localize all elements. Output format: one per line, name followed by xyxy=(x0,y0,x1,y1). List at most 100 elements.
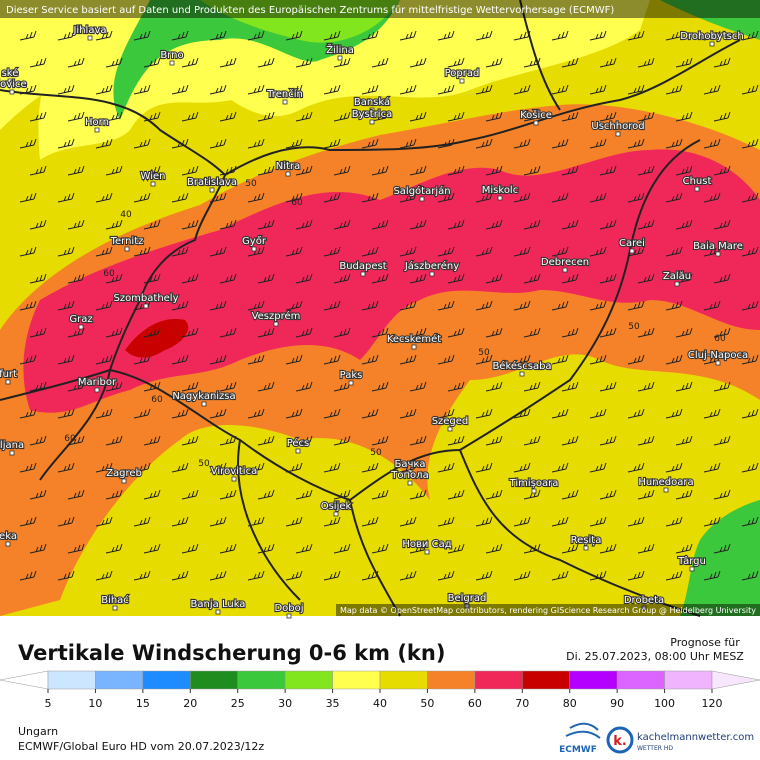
wind-barb xyxy=(485,111,503,122)
wind-barb xyxy=(143,219,161,230)
wind-barb xyxy=(713,219,731,230)
wind-barb xyxy=(551,84,569,95)
city-label: Drohobytsch xyxy=(680,31,743,42)
region: Ungarn xyxy=(18,725,58,738)
city-marker xyxy=(497,195,503,201)
wind-barb xyxy=(209,462,227,473)
wind-barb xyxy=(599,57,617,68)
wind-barb xyxy=(143,435,161,446)
city-marker xyxy=(464,603,470,609)
wind-barb xyxy=(437,462,455,473)
wind-barb xyxy=(143,489,161,500)
wind-barb xyxy=(171,30,189,41)
wind-barb xyxy=(171,408,189,419)
city-marker xyxy=(87,35,93,41)
wind-barb xyxy=(323,138,341,149)
wind-barb xyxy=(285,84,303,95)
wind-barb xyxy=(57,408,75,419)
wind-barb xyxy=(219,327,237,338)
city-label: Timișoara xyxy=(509,478,559,489)
city-marker xyxy=(143,303,149,309)
wind-barb xyxy=(57,300,75,311)
wind-barb xyxy=(209,84,227,95)
city-marker xyxy=(419,196,425,202)
wind-barb xyxy=(561,273,579,284)
wind-barb xyxy=(399,300,417,311)
wind-barb xyxy=(323,462,341,473)
wind-barb xyxy=(295,111,313,122)
wind-barb xyxy=(171,516,189,527)
legend-swatch xyxy=(427,670,476,690)
city-marker xyxy=(562,267,568,273)
wind-barb xyxy=(285,246,303,257)
city-label: Szeged xyxy=(432,416,469,427)
wind-barb xyxy=(19,138,37,149)
wind-barb xyxy=(171,462,189,473)
wind-barb xyxy=(437,30,455,41)
wind-barb xyxy=(589,138,607,149)
wind-barb xyxy=(371,219,389,230)
wind-barb xyxy=(257,273,275,284)
wind-barb xyxy=(105,543,123,554)
city-marker xyxy=(112,605,118,611)
wind-barb xyxy=(257,327,275,338)
wind-barb xyxy=(485,543,503,554)
wind-barb xyxy=(409,327,427,338)
wind-barb xyxy=(143,165,161,176)
wind-barb xyxy=(181,543,199,554)
wind-barb xyxy=(447,327,465,338)
wind-barb xyxy=(361,138,379,149)
wind-barb xyxy=(675,327,693,338)
model-run: ECMWF/Global Euro HD vom 20.07.2023/12z xyxy=(18,740,264,753)
wind-barb xyxy=(561,111,579,122)
wind-barb xyxy=(665,30,683,41)
wind-barb xyxy=(361,30,379,41)
wind-barb xyxy=(67,111,85,122)
wind-barb xyxy=(105,273,123,284)
wind-barb xyxy=(323,516,341,527)
wind-barb xyxy=(523,57,541,68)
city-label: Ternitz xyxy=(110,236,144,247)
city-marker xyxy=(360,271,366,277)
wind-barb xyxy=(703,516,721,527)
wind-barb xyxy=(95,246,113,257)
brand-logo-k: k. xyxy=(613,734,627,749)
wind-barb xyxy=(485,165,503,176)
wind-barb xyxy=(133,84,151,95)
wind-barb xyxy=(409,165,427,176)
wind-barb xyxy=(599,543,617,554)
wind-barb xyxy=(295,165,313,176)
wind-barb xyxy=(523,219,541,230)
legend-swatch xyxy=(284,670,333,690)
wind-barb xyxy=(133,462,151,473)
wind-barb xyxy=(741,84,759,95)
wind-barb xyxy=(371,381,389,392)
city-label: Jihlava xyxy=(72,25,106,36)
wind-barb xyxy=(703,138,721,149)
wind-barb xyxy=(513,570,531,581)
city-label: Bratislava xyxy=(187,177,237,188)
wind-barb xyxy=(29,165,47,176)
city-marker xyxy=(531,488,537,494)
border xyxy=(108,139,701,502)
wind-barb xyxy=(323,408,341,419)
city-marker xyxy=(348,380,354,386)
wind-barb xyxy=(675,543,693,554)
notice: Dieser Service basiert auf Daten und Pro… xyxy=(6,5,614,16)
city-label: Banja Luka xyxy=(191,599,246,610)
wind-barb xyxy=(333,57,351,68)
city-marker xyxy=(715,251,721,257)
city-label: jovice xyxy=(0,79,27,90)
wind-barb xyxy=(333,327,351,338)
wind-barb xyxy=(627,408,645,419)
wind-barb xyxy=(361,570,379,581)
wind-barb xyxy=(361,462,379,473)
wind-barb xyxy=(105,327,123,338)
wind-barb xyxy=(741,138,759,149)
wind-barb xyxy=(371,165,389,176)
wind-barb xyxy=(627,192,645,203)
wind-barb xyxy=(67,219,85,230)
city-label: Salgótarján xyxy=(393,185,450,197)
wind-barb xyxy=(171,246,189,257)
city-label: Paks xyxy=(340,370,363,381)
